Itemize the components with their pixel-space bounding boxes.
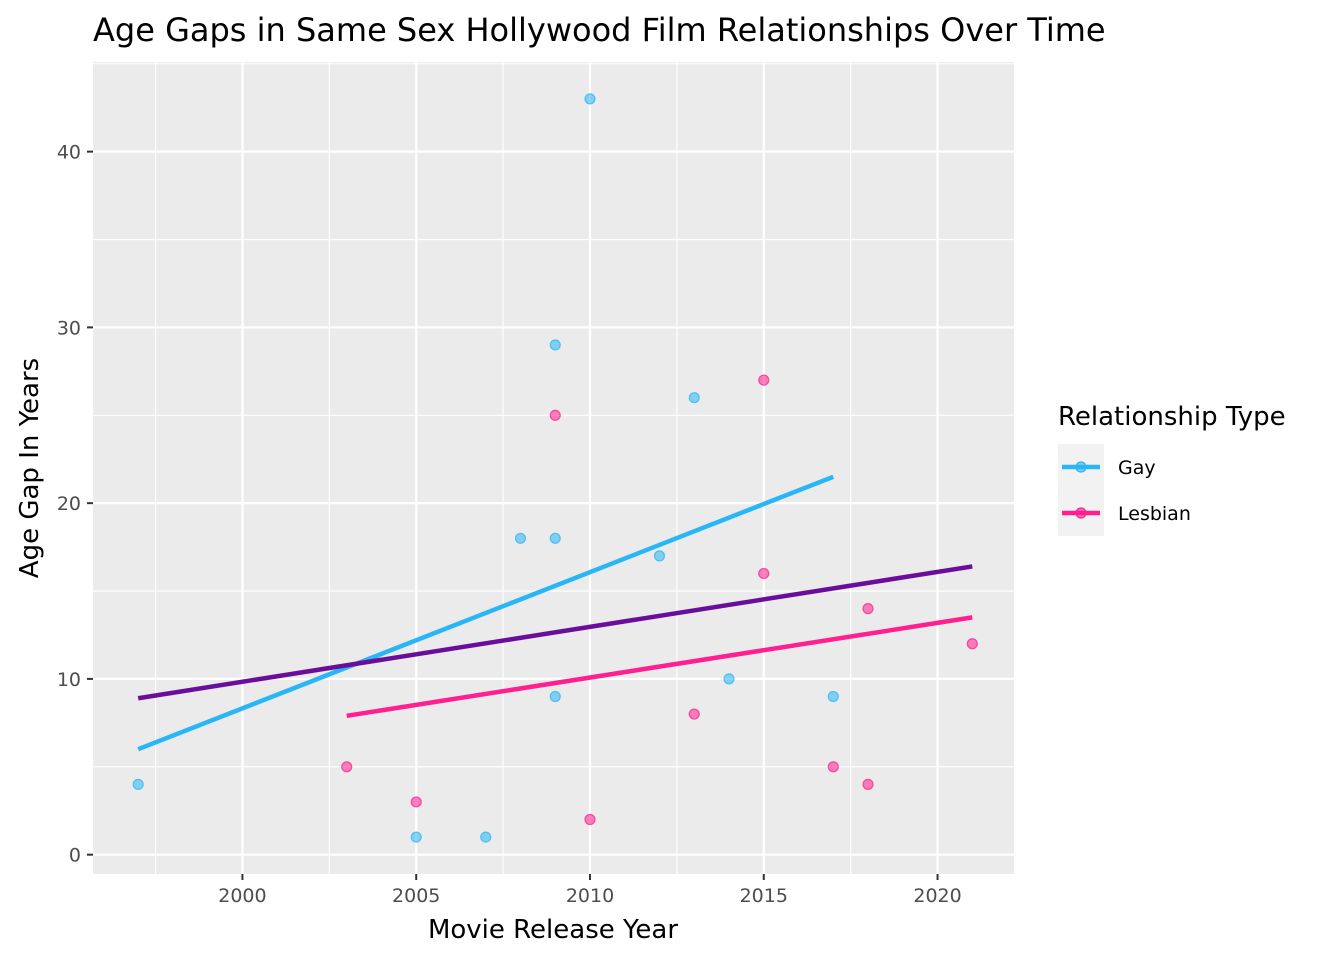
legend-title: Relationship Type	[1058, 402, 1286, 432]
y-axis-title: Age Gap In Years	[15, 358, 45, 578]
lesbian-data-point	[758, 567, 770, 580]
lesbian-data-point	[584, 813, 596, 826]
legend-key-point	[1075, 461, 1087, 473]
y-tick-label: 20	[57, 493, 81, 515]
plot-panel	[93, 62, 1014, 874]
lesbian-data-point	[758, 374, 770, 386]
legend-label: Gay	[1118, 457, 1156, 479]
overall-trend-line	[137, 564, 973, 701]
gay-data-point	[653, 550, 666, 562]
minor-gridlines	[93, 62, 1014, 874]
legend-key-point	[1075, 507, 1087, 519]
y-tick-label: 30	[57, 317, 81, 339]
trend-lines	[137, 474, 973, 752]
gay-data-point	[723, 673, 735, 685]
major-gridlines	[93, 62, 1014, 874]
lesbian-data-point	[688, 708, 700, 720]
gay-data-point	[132, 778, 144, 790]
y-tick-label: 10	[57, 669, 81, 691]
lesbian-data-point	[862, 603, 874, 615]
y-tick-label: 0	[69, 845, 81, 867]
x-tick-label: 2000	[218, 885, 266, 907]
x-tick-label: 2010	[566, 885, 614, 907]
lesbian-data-point	[966, 638, 978, 650]
x-tick-label: 2020	[913, 885, 961, 907]
lesbian-data-point	[341, 761, 353, 773]
x-tick-label: 2005	[392, 885, 440, 907]
data-points	[132, 93, 978, 843]
x-tick-label: 2015	[740, 885, 788, 907]
gay-data-point	[480, 831, 492, 843]
legend-label: Lesbian	[1118, 503, 1191, 525]
x-axis: 2000 2005 2010 2015 2020	[218, 874, 962, 907]
y-tick-label: 40	[57, 142, 81, 164]
gay-data-point	[549, 339, 561, 351]
legend: Relationship Type Gay Lesbian	[1058, 402, 1286, 536]
lesbian-trend-line	[346, 615, 973, 719]
gay-data-point	[410, 831, 422, 843]
y-axis: 0 10 20 30 40	[57, 142, 93, 867]
lesbian-data-point	[862, 778, 874, 790]
gay-data-point	[549, 532, 561, 544]
gay-data-point	[827, 690, 839, 703]
lesbian-data-point	[410, 796, 422, 808]
gay-trend-line	[137, 474, 835, 752]
lesbian-data-point	[549, 409, 561, 421]
gay-data-point	[514, 532, 527, 544]
x-axis-title: Movie Release Year	[428, 915, 678, 945]
lesbian-data-point	[827, 761, 839, 773]
gay-data-point	[688, 392, 700, 404]
chart-title: Age Gaps in Same Sex Hollywood Film Rela…	[93, 11, 1106, 49]
gay-data-point	[549, 690, 561, 703]
gay-data-point	[584, 93, 596, 105]
